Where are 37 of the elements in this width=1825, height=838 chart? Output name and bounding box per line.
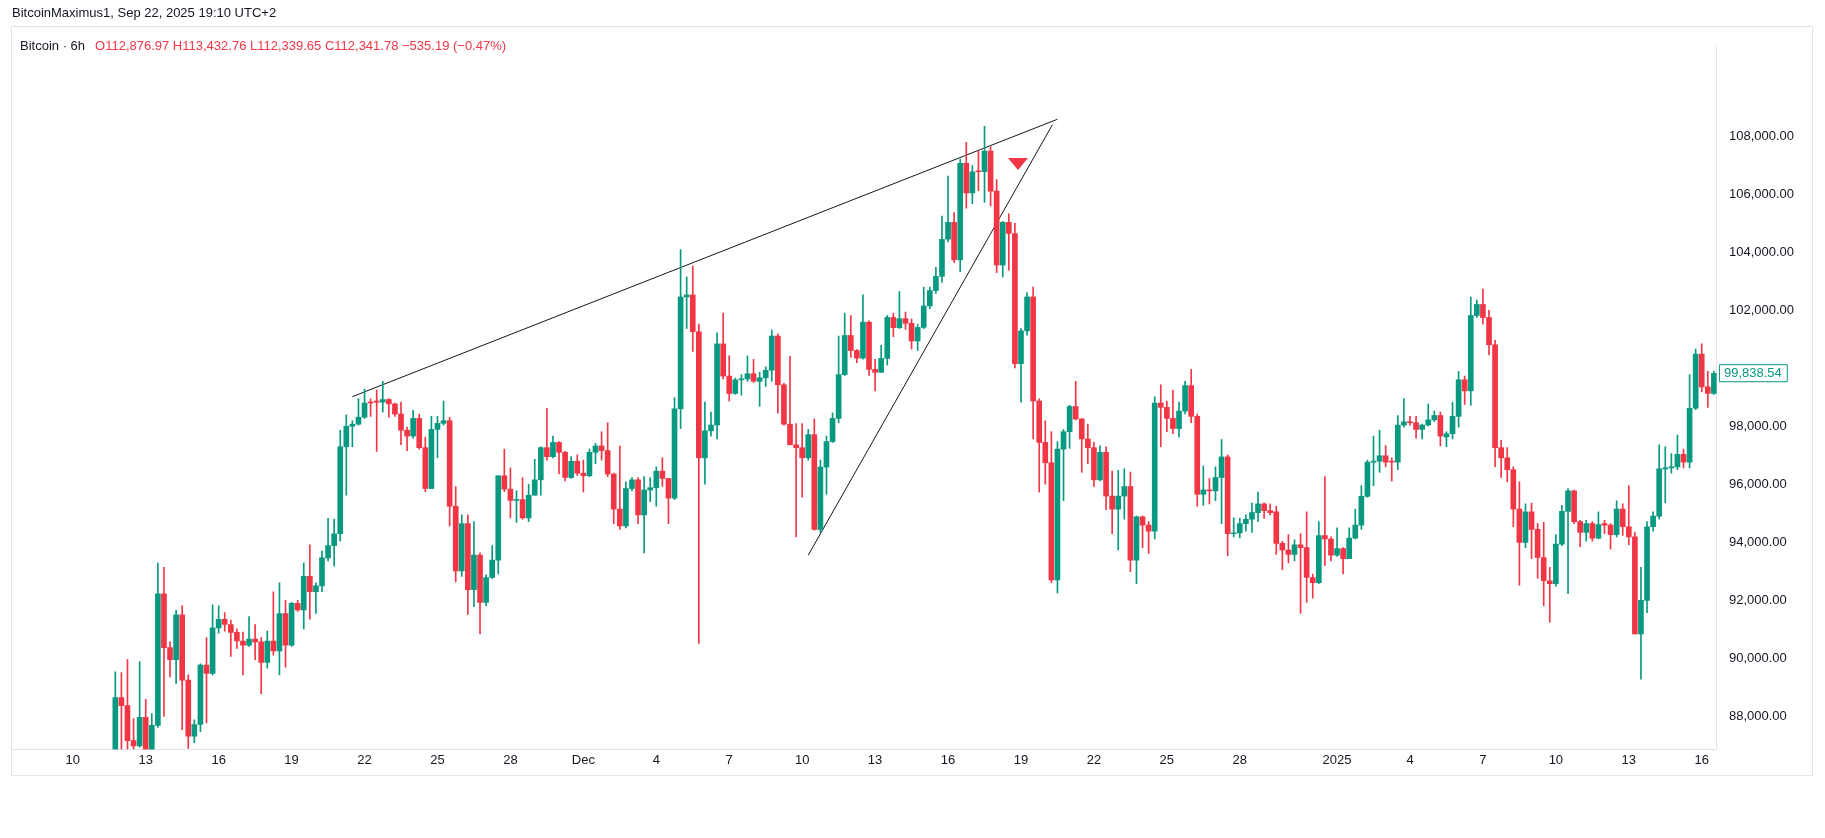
y-tick-label: 90,000.00 (1728, 649, 1787, 665)
x-tick-label: 19 (1013, 751, 1029, 767)
y-tick-label: 104,000.00 (1728, 244, 1795, 260)
x-tick-label: 7 (725, 751, 733, 767)
x-tick-label: 10 (65, 751, 81, 767)
x-tick-label: 4 (1406, 751, 1414, 767)
x-tick-label: 19 (284, 751, 299, 767)
x-tick-label: 28 (1232, 751, 1248, 767)
x-tick-label: 25 (430, 751, 445, 767)
x-tick-label: 22 (357, 751, 372, 767)
text: 99,838.54 (1723, 364, 1782, 380)
text: BitcoinMaximus1, Sep 22, 2025 19:10 UTC+2 (12, 5, 277, 20)
x-tick-label: 13 (1621, 751, 1637, 767)
x-tick-label: 2025 (1322, 751, 1352, 767)
y-tick-label: 106,000.00 (1728, 186, 1795, 202)
x-tick-label: 28 (503, 751, 518, 767)
x-tick-label: 22 (1086, 751, 1102, 767)
y-tick-label: 94,000.00 (1728, 534, 1787, 550)
x-tick-label: 7 (1479, 751, 1487, 767)
chart-title: Bitcoin · 6h (20, 38, 86, 53)
x-tick-label: 16 (211, 751, 226, 767)
y-tick-label: 92,000.00 (1728, 591, 1787, 607)
x-tick-label: Dec (571, 751, 596, 767)
x-tick-label: 10 (794, 751, 810, 767)
x-tick-label: 13 (867, 751, 883, 767)
x-tick-label: 25 (1159, 751, 1175, 767)
x-tick-label: 13 (138, 751, 153, 767)
y-tick-label: 102,000.00 (1728, 302, 1795, 318)
x-tick-label: 4 (652, 751, 660, 767)
chart-subtitle: O112,876.97 H113,432.76 L112,339.65 C112,341.78 −535.19 (−0.47%) (95, 38, 507, 53)
x-tick-label: 16 (1694, 751, 1709, 767)
y-tick-label: 98,000.00 (1728, 418, 1787, 434)
y-tick-label: 88,000.00 (1728, 707, 1787, 723)
y-tick-label: 96,000.00 (1728, 476, 1787, 492)
y-tick-label: 108,000.00 (1728, 128, 1795, 144)
x-tick-label: 16 (940, 751, 956, 767)
x-tick-label: 10 (1548, 751, 1564, 767)
